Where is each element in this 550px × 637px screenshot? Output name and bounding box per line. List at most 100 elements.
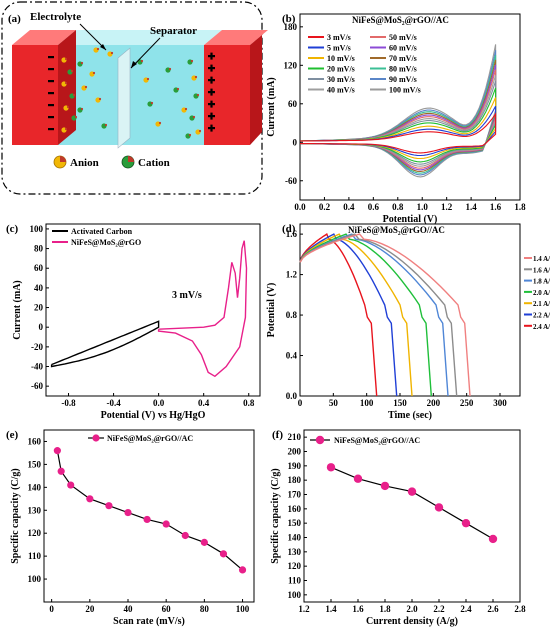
y-tick-label: 1.2 (286, 270, 298, 280)
x-tick-label: 0.8 (392, 202, 404, 212)
ion-particle-dot (98, 97, 102, 101)
y-tick-label: 200 (288, 447, 302, 457)
plus-sign (208, 64, 215, 72)
ion-particle-dot (104, 123, 108, 127)
capacity-point (143, 515, 151, 524)
ion-particle-dot (72, 93, 76, 97)
electrolyte-top (58, 30, 222, 45)
y-tick-label: 120 (288, 561, 302, 571)
x-tick-label: 0.8 (243, 398, 255, 408)
capacity-point (200, 538, 208, 546)
ion-particle-dot (192, 115, 196, 119)
x-axis-label: Scan rate (mV/s) (113, 616, 185, 627)
y-axis-label: Potential (V) (266, 283, 277, 338)
x-tick-label: 0.0 (153, 398, 165, 408)
y-tick-label: 0.4 (286, 351, 298, 361)
plus-sign (208, 100, 215, 108)
capacity-point (353, 474, 363, 483)
legend-label: 10 mV/s (327, 54, 355, 63)
legend-label: 1.4 A/g (533, 255, 550, 263)
legend-label: 100 mV/s (389, 86, 421, 95)
chart-c-cv-electrodes: -0.8 -0.4 0.0 0.4 0.8 -60 -40 -20 0 20 40 60 80 100 Po… (6, 223, 261, 421)
gcd-curve (299, 233, 449, 397)
y-tick-label: 210 (288, 432, 302, 442)
minus-sign (48, 116, 54, 119)
capacity-point (326, 463, 336, 472)
x-tick-label: 150 (393, 398, 407, 408)
capacity-point (238, 566, 247, 574)
legend-label: 2.1 A/g (533, 300, 550, 308)
capacity-point (124, 508, 132, 517)
x-tick-label: 1.6 (490, 202, 502, 212)
y-tick-label: 60 (288, 99, 298, 109)
gcd-curve (299, 233, 471, 397)
ion-particle-dot (198, 129, 202, 133)
legend-label: 60 mV/s (389, 44, 417, 53)
y-tick-label: 150 (28, 459, 42, 469)
x-tick-label: 0 (298, 398, 303, 408)
right-electrode-side (250, 35, 262, 145)
chart-f-capacity-vs-current: 1.2 1.4 1.6 1.8 2.0 2.2 2.4 2.6 2.8 100 110 120 130 1… (270, 429, 526, 627)
y-tick-label: -20 (31, 342, 43, 352)
y-tick-label: 190 (288, 461, 302, 471)
gcd-curve (299, 233, 398, 397)
legend-marker (315, 435, 325, 445)
ion-particle-dot (168, 67, 172, 71)
ion-particle-dot (184, 107, 188, 111)
legend-label: 2.0 A/g (533, 289, 550, 297)
gcd-curve (299, 233, 458, 397)
capacity-point (181, 531, 189, 540)
panel-e-label: (e) (6, 429, 19, 441)
legend-label: 90 mV/s (389, 75, 417, 84)
ion-particle-dot (80, 61, 84, 65)
x-tick-label: 1.6 (352, 604, 364, 614)
capacity-point (461, 518, 471, 528)
ion-particle-dot (140, 59, 144, 63)
y-tick-label: 0.8 (286, 310, 298, 320)
y-tick-label: 110 (288, 576, 302, 586)
separator (117, 47, 131, 149)
ion-particle-dot (150, 101, 154, 105)
capacity-point (434, 503, 444, 512)
capacity-line (56, 450, 243, 571)
y-tick-label: 40 (34, 283, 44, 293)
electrolyte-arrowhead (100, 44, 106, 50)
x-tick-label: 80 (200, 604, 210, 614)
x-tick-label: 1.2 (441, 202, 453, 212)
gcd-curve (299, 233, 413, 397)
x-axis-label: Potential (V) (383, 214, 438, 225)
right-electrode-top (204, 30, 268, 45)
minus-sign (48, 128, 54, 131)
ion-particle-dot (146, 77, 150, 81)
legend-label: 70 mV/s (389, 54, 417, 63)
capacity-point (57, 467, 65, 475)
ion-particle-dot (64, 57, 68, 61)
ion-particle-dot (190, 59, 194, 63)
capacity-point (380, 481, 390, 491)
ion-particle-dot (96, 47, 100, 51)
plot-frame (43, 429, 255, 603)
chart-d-gcd: 0 50 100 150 200 250 300 0.0 0.4 0.8 1.2 1.6 Time (s… (266, 223, 550, 421)
ion-particle-dot (92, 71, 96, 75)
ion-particle-dot (188, 133, 192, 137)
x-axis-label: Current density (A/g) (366, 616, 458, 627)
x-tick-label: 1.8 (379, 604, 391, 614)
legend-label: 30 mV/s (327, 75, 355, 84)
panel-a-schematic: (a) Electrolyte Separator Anion Cation (1, 1, 268, 195)
x-tick-label: 60 (162, 604, 172, 614)
x-tick-label: 1.4 (325, 604, 337, 614)
y-tick-label: 160 (288, 504, 302, 514)
chart-e-capacity-vs-scanrate: 0 20 40 60 80 100 100 110 120 130 140 150 160 Scan ra… (6, 429, 255, 627)
gcd-curve (299, 233, 432, 397)
legend-label: 1.6 A/g (533, 266, 550, 274)
x-axis-label: Potential (V) vs Hg/HgO (101, 410, 206, 421)
nifes-curve (157, 240, 248, 378)
y-axis-label: Current (mA) (266, 77, 277, 137)
x-tick-label: 0.0 (294, 202, 306, 212)
ion-particle-dot (66, 105, 70, 109)
legend-label: 2.4 A/g (533, 323, 550, 331)
x-tick-label: 20 (85, 604, 95, 614)
y-tick-label: 1.6 (286, 229, 298, 239)
panel-d-label: (d) (282, 223, 296, 235)
gcd-curve (299, 233, 378, 397)
